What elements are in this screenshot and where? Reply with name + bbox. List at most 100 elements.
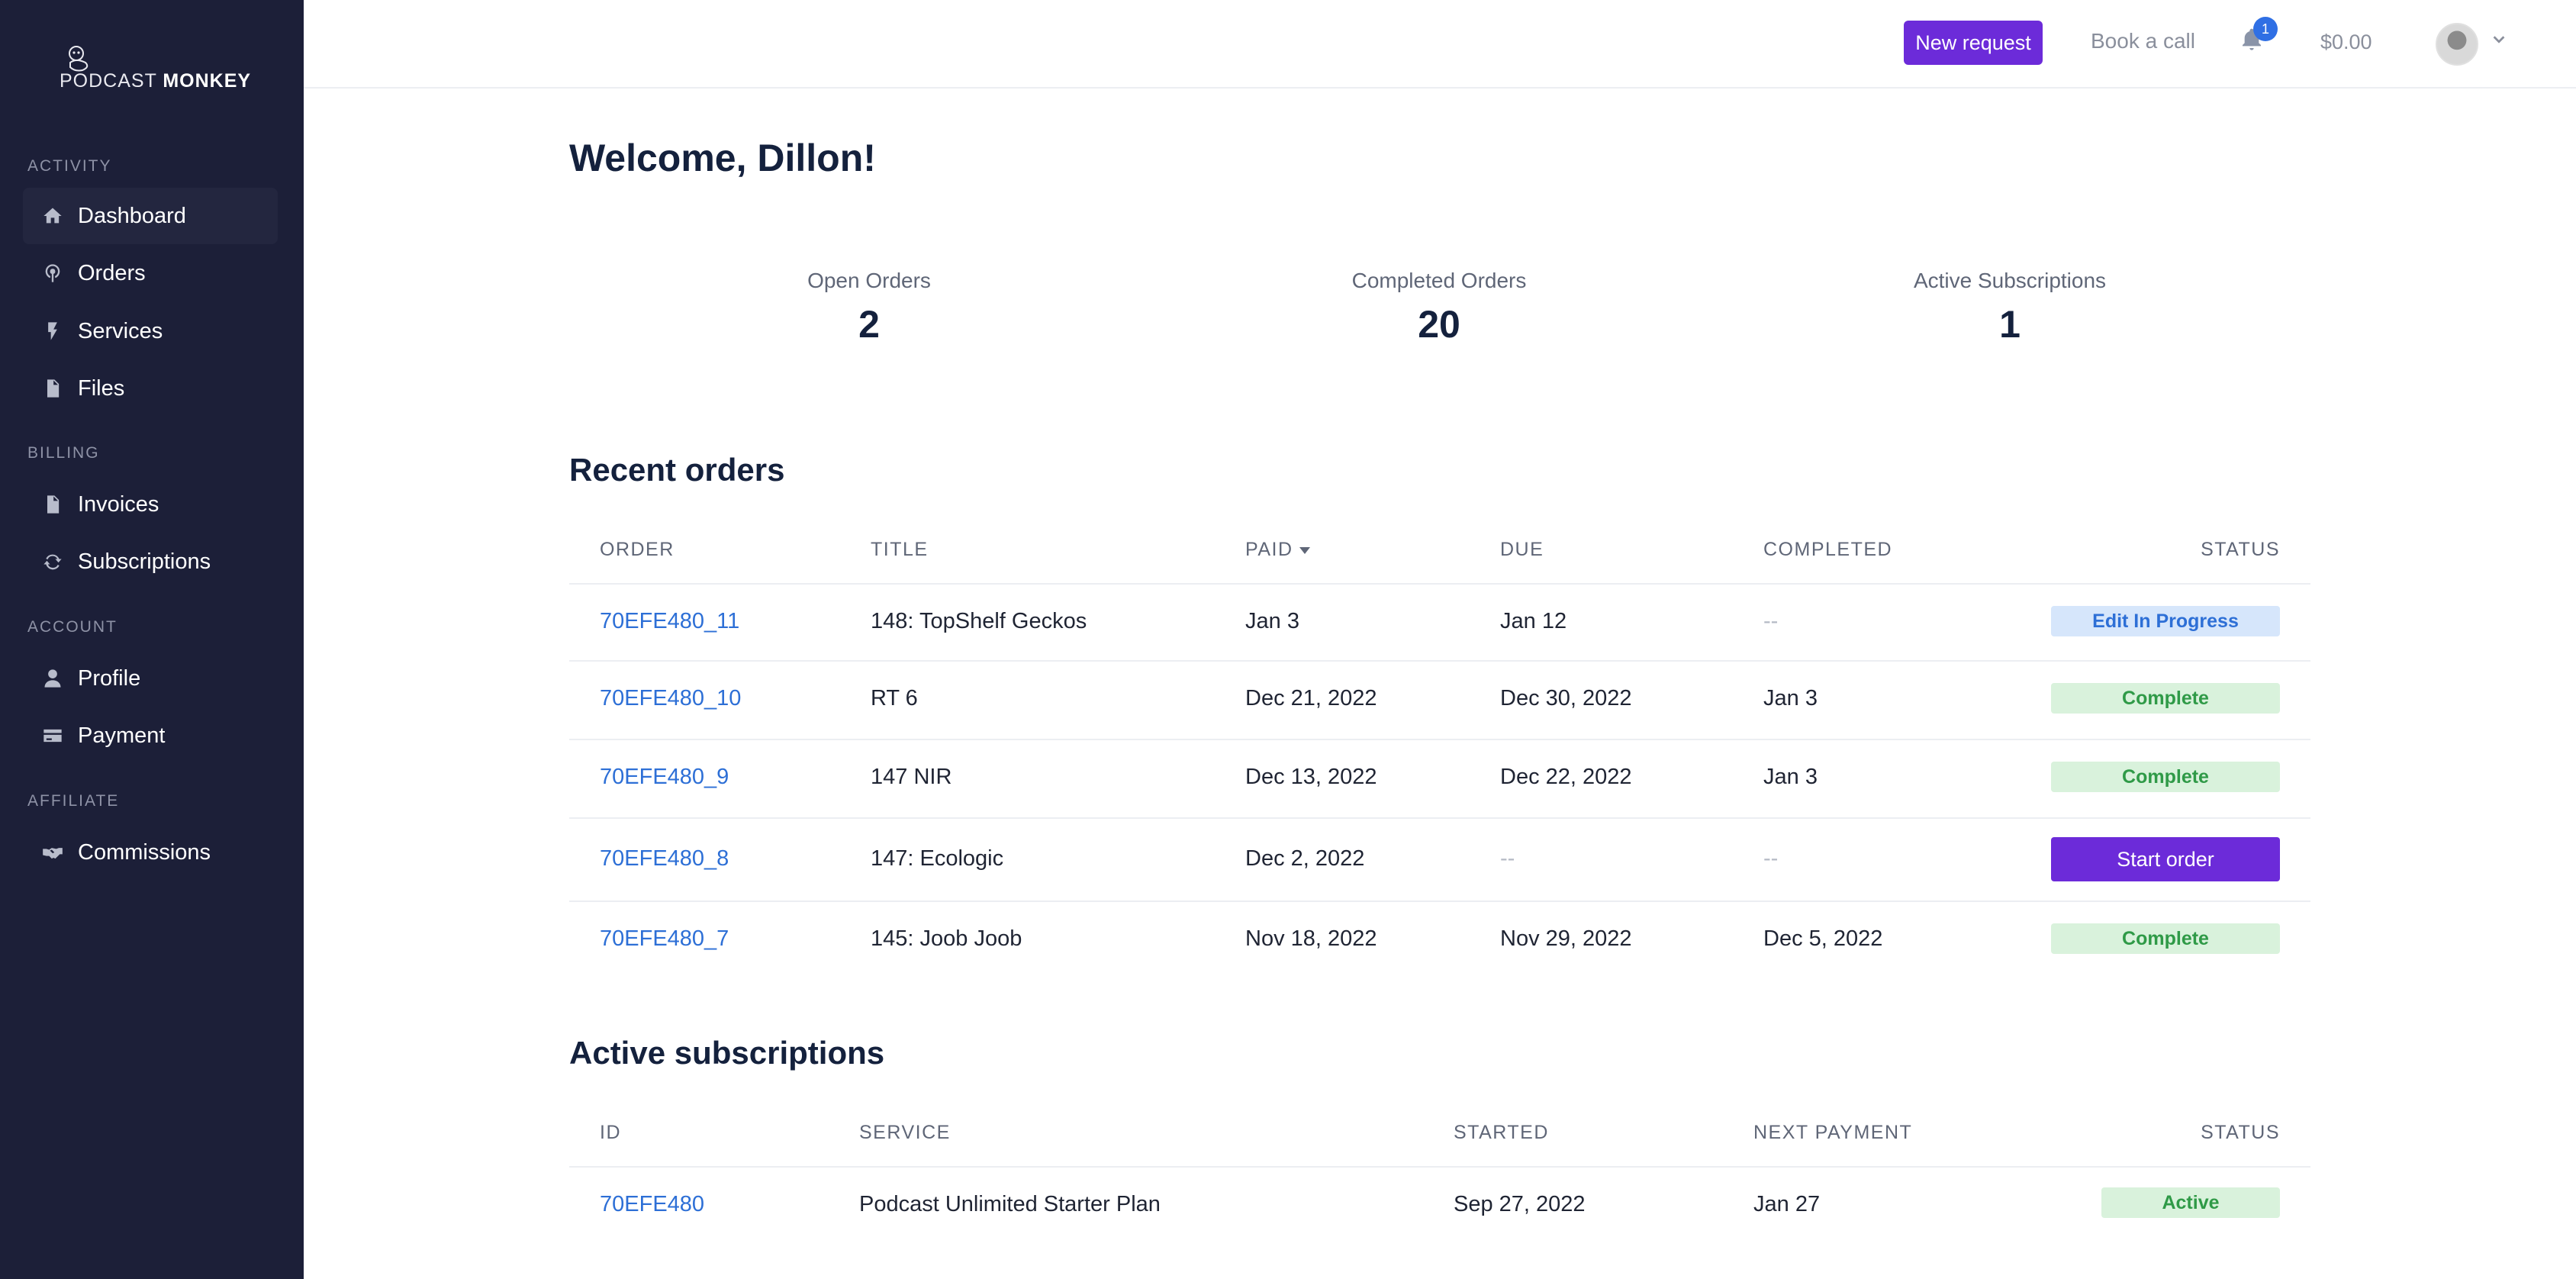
column-header-due[interactable]: DUE [1500,539,1544,560]
sidebar-item-payment[interactable]: Payment [23,707,278,764]
order-paid: Dec 13, 2022 [1245,765,1377,789]
sidebar-item-label: Orders [78,260,146,285]
column-header-completed[interactable]: COMPLETED [1763,539,1893,560]
table-row: 70EFE480_10 RT 6 Dec 21, 2022 Dec 30, 20… [569,662,2310,740]
handshake-icon [41,841,64,864]
sidebar-item-label: Invoices [78,491,159,517]
sidebar-item-dashboard[interactable]: Dashboard [23,188,278,244]
active-subscriptions-title: Active subscriptions [569,1035,885,1071]
order-id-link[interactable]: 70EFE480_9 [600,765,729,789]
order-paid: Nov 18, 2022 [1245,926,1377,951]
bolt-icon [41,320,64,343]
order-due: Nov 29, 2022 [1500,926,1632,951]
table-row: 70EFE480 Podcast Unlimited Starter Plan … [569,1168,2310,1244]
sidebar-item-files[interactable]: Files [23,360,278,417]
order-due: -- [1500,846,1515,871]
column-header-status[interactable]: STATUS [2201,1122,2280,1143]
stat-open-orders: Open Orders 2 [678,269,1060,346]
file-icon [41,377,64,400]
order-title: 147 NIR [871,765,952,789]
podcast-monkey-logo[interactable]: PODCAST MONKEY [56,38,255,99]
invoice-icon [41,493,64,516]
subscription-service: Podcast Unlimited Starter Plan [859,1192,1161,1216]
stat-value: 20 [1418,303,1460,346]
monkey-mascot-icon [69,46,89,72]
sidebar-item-services[interactable]: Services [23,303,278,359]
nav-section-affiliate: AFFILIATE [27,792,120,810]
subscription-id-link[interactable]: 70EFE480 [600,1192,705,1216]
order-id-link[interactable]: 70EFE480_7 [600,926,729,951]
column-header-title[interactable]: TITLE [871,539,929,560]
column-header-next-payment[interactable]: NEXT PAYMENT [1753,1122,1913,1143]
user-icon [41,667,64,690]
order-completed: -- [1763,846,1779,871]
column-header-paid[interactable]: PAID [1245,539,1310,561]
table-row: 70EFE480_7 145: Joob Joob Nov 18, 2022 N… [569,902,2310,978]
sidebar-item-invoices[interactable]: Invoices [23,476,278,533]
stat-value: 1 [1999,303,2021,346]
sort-desc-icon [1299,546,1310,554]
page-title: Welcome, Dillon! [569,137,876,179]
sidebar-item-label: Commissions [78,839,211,865]
sidebar-item-label: Payment [78,723,166,748]
credit-card-icon [41,724,64,747]
subscription-next-payment: Jan 27 [1753,1192,1821,1216]
column-header-id[interactable]: ID [600,1122,621,1143]
recent-orders-table: ORDER TITLE PAID DUE COMPLETED STATUS 70… [569,513,2310,978]
order-due: Dec 30, 2022 [1500,686,1632,710]
order-completed: Dec 5, 2022 [1763,926,1883,951]
sidebar-item-subscriptions[interactable]: Subscriptions [23,533,278,590]
order-due: Dec 22, 2022 [1500,765,1632,789]
status-badge: Edit In Progress [2051,606,2280,636]
order-id-link[interactable]: 70EFE480_10 [600,686,742,710]
table-row: 70EFE480_8 147: Ecologic Dec 2, 2022 -- … [569,819,2310,902]
column-header-status[interactable]: STATUS [2201,539,2280,560]
sidebar-item-profile[interactable]: Profile [23,650,278,707]
order-completed: Jan 3 [1763,686,1818,710]
nav-section-account: ACCOUNT [27,618,118,636]
order-paid: Jan 3 [1245,609,1299,633]
new-request-button[interactable]: New request [1904,21,2043,65]
account-balance: $0.00 [2320,31,2372,53]
order-completed: -- [1763,609,1779,633]
stat-completed-orders: Completed Orders 20 [1248,269,1630,346]
recent-orders-title: Recent orders [569,452,785,488]
book-a-call-link[interactable]: Book a call [2091,29,2195,53]
stat-label: Completed Orders [1351,269,1527,292]
active-subscriptions-table: ID SERVICE STARTED NEXT PAYMENT STATUS 7… [569,1096,2310,1244]
column-header-order[interactable]: ORDER [600,539,675,560]
order-title: 145: Joob Joob [871,926,1022,951]
avatar[interactable] [2436,23,2478,66]
order-id-link[interactable]: 70EFE480_8 [600,846,729,871]
status-badge: Complete [2051,923,2280,954]
stat-label: Active Subscriptions [1913,269,2107,292]
sidebar-item-orders[interactable]: Orders [23,245,278,301]
nav-section-activity: ACTIVITY [27,157,112,175]
status-badge: Complete [2051,762,2280,792]
start-order-button[interactable]: Start order [2051,837,2280,881]
sidebar-item-label: Profile [78,665,141,691]
nav-section-billing: BILLING [27,444,100,462]
stat-active-subscriptions: Active Subscriptions 1 [1819,269,2201,346]
sidebar-item-label: Dashboard [78,203,186,228]
chevron-down-icon[interactable] [2491,31,2509,49]
table-row: 70EFE480_9 147 NIR Dec 13, 2022 Dec 22, … [569,740,2310,819]
order-paid: Dec 21, 2022 [1245,686,1377,710]
table-header: ORDER TITLE PAID DUE COMPLETED STATUS [569,513,2310,585]
order-id-link[interactable]: 70EFE480_11 [600,609,740,633]
column-header-service[interactable]: SERVICE [859,1122,951,1143]
stat-value: 2 [858,303,880,346]
order-title: 147: Ecologic [871,846,1004,871]
status-badge: Complete [2051,683,2280,714]
sidebar: PODCAST MONKEY ACTIVITY Dashboard Orders… [0,0,304,1279]
order-due: Jan 12 [1500,609,1567,633]
sidebar-item-label: Services [78,318,163,343]
home-icon [41,205,64,227]
sidebar-item-label: Subscriptions [78,549,211,574]
podcast-icon [41,262,64,285]
refresh-icon [41,550,64,573]
logo-text: PODCAST MONKEY [60,70,252,92]
sidebar-item-commissions[interactable]: Commissions [23,824,278,881]
stat-label: Open Orders [807,269,931,292]
column-header-started[interactable]: STARTED [1454,1122,1549,1143]
